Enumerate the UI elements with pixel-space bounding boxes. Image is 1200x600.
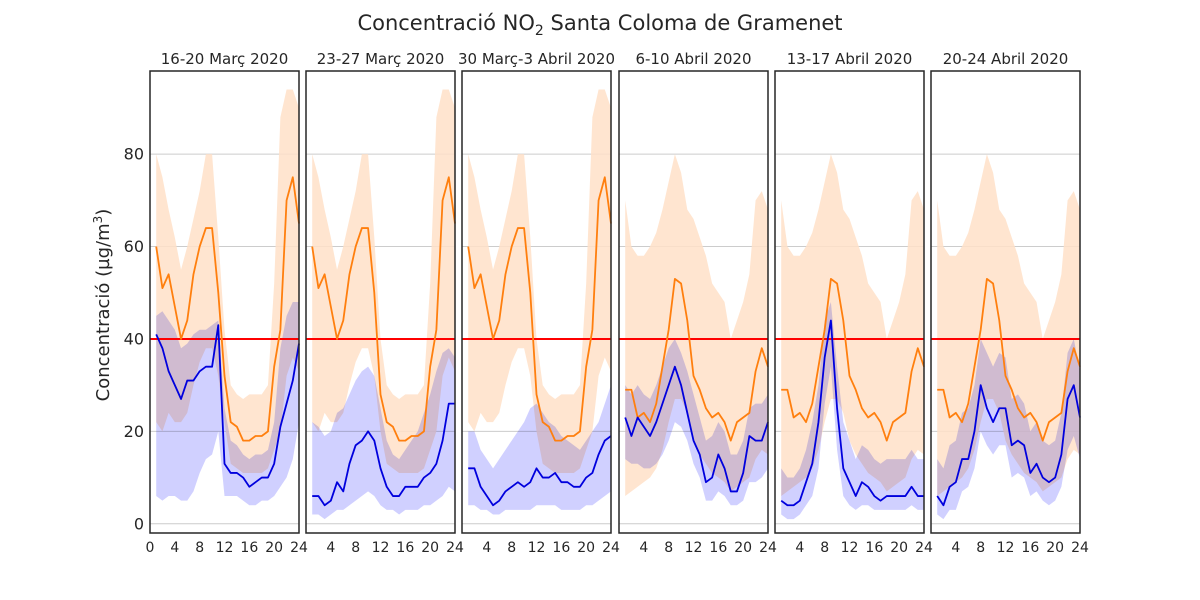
x-tick-label: 12	[841, 540, 859, 556]
chart-title: Concentració NO2 Santa Coloma de Gramene…	[357, 11, 842, 39]
x-tick-label: 16	[552, 540, 570, 556]
period-band	[468, 385, 611, 515]
period-line	[312, 402, 455, 507]
x-tick-label: 12	[372, 540, 390, 556]
panel-title: 20-24 Abril 2020	[943, 50, 1069, 68]
x-tick-label: 16	[709, 540, 727, 556]
panel-frame	[930, 70, 1081, 534]
reference-line	[625, 277, 769, 442]
x-tick-label: 8	[664, 540, 673, 556]
y-axis-ticks: 0 20 40 60 80	[124, 145, 144, 534]
x-tick-label: 16	[396, 540, 414, 556]
y-tick-label: 80	[124, 145, 144, 164]
reference-band	[781, 154, 924, 497]
panel: 30 Març-3 Abril 2020 4 8 12 16 20 24	[458, 50, 620, 556]
y-axis-label: Concentració (µg/m3)	[91, 209, 114, 402]
x-tick-label: 0	[146, 540, 155, 556]
y-tick-label: 20	[124, 422, 144, 441]
panel: 20-24 Abril 2020 4 8 12 16 20 24	[930, 50, 1089, 556]
x-tick-label: 24	[290, 540, 308, 556]
x-tick-label: 8	[195, 540, 204, 556]
x-tick-label: 4	[170, 540, 179, 556]
reference-line	[937, 277, 1081, 442]
reference-band	[312, 89, 455, 473]
period-line	[780, 319, 924, 507]
x-tick-label: 8	[351, 540, 360, 556]
panel: 16-20 Març 2020 0 4 8 12 16 20 24	[146, 50, 308, 556]
panel-frame	[461, 70, 612, 534]
panel: 23-27 Març 2020 4 8 12 16 20 24	[305, 50, 464, 556]
period-band	[156, 302, 299, 506]
reference-line	[311, 176, 456, 442]
panel: 6-10 Abril 2020 4 8 12 16 20 24	[618, 50, 777, 556]
reference-line	[781, 277, 925, 442]
x-tick-label: 4	[639, 540, 648, 556]
x-tick-label: 8	[976, 540, 985, 556]
panel-frame	[618, 70, 769, 534]
x-tick-label: 4	[951, 540, 960, 556]
x-tick-label: 12	[528, 540, 546, 556]
x-tick-label: 24	[1071, 540, 1089, 556]
period-line	[468, 435, 612, 507]
x-tick-label: 20	[890, 540, 908, 556]
reference-line	[155, 176, 300, 442]
period-line	[624, 365, 769, 493]
panel: 13-17 Abril 2020 4 8 12 16 20 24	[774, 50, 933, 556]
x-tick-label: 20	[734, 540, 752, 556]
panel-title: 6-10 Abril 2020	[635, 50, 751, 68]
x-tick-label: 12	[216, 540, 234, 556]
x-tick-label: 8	[507, 540, 516, 556]
x-tick-label: 20	[265, 540, 283, 556]
x-tick-label: 12	[685, 540, 703, 556]
panel-frame	[774, 70, 925, 534]
x-tick-label: 20	[1046, 540, 1064, 556]
x-tick-label: 24	[759, 540, 777, 556]
x-tick-label: 20	[577, 540, 595, 556]
x-tick-label: 24	[602, 540, 620, 556]
panel-title: 30 Març-3 Abril 2020	[458, 50, 615, 68]
period-band	[781, 302, 924, 520]
period-line	[155, 324, 300, 488]
panel-title: 23-27 Març 2020	[317, 50, 445, 68]
x-tick-label: 12	[997, 540, 1015, 556]
x-tick-label: 8	[820, 540, 829, 556]
x-tick-label: 24	[915, 540, 933, 556]
x-tick-label: 16	[1021, 540, 1039, 556]
period-line	[936, 384, 1081, 507]
y-tick-label: 0	[134, 514, 144, 533]
x-tick-label: 16	[865, 540, 883, 556]
x-tick-label: 20	[421, 540, 439, 556]
period-band	[312, 348, 455, 520]
x-tick-label: 4	[482, 540, 491, 556]
y-tick-label: 40	[124, 329, 144, 348]
panel-title: 13-17 Abril 2020	[787, 50, 913, 68]
panel-frame	[305, 70, 456, 534]
panel-frame	[149, 70, 300, 534]
x-tick-label: 16	[240, 540, 258, 556]
x-tick-label: 24	[446, 540, 464, 556]
x-tick-label: 4	[795, 540, 804, 556]
reference-band	[468, 89, 611, 473]
x-tick-label: 4	[326, 540, 335, 556]
reference-line	[467, 176, 612, 442]
panel-title: 16-20 Març 2020	[161, 50, 289, 68]
y-tick-label: 60	[124, 237, 144, 256]
